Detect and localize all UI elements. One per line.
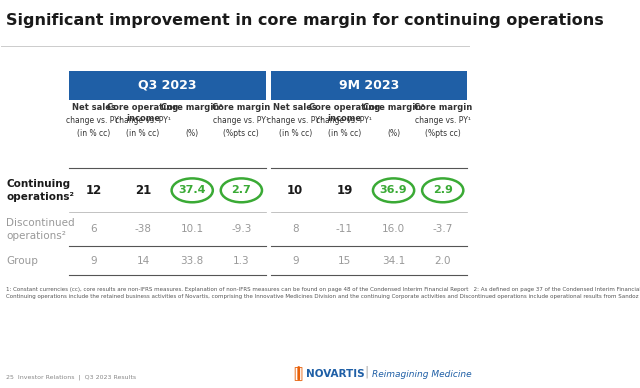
Text: -9.3: -9.3 (231, 224, 252, 234)
FancyBboxPatch shape (271, 71, 467, 100)
Text: 25  Investor Relations  |  Q3 2023 Results: 25 Investor Relations | Q3 2023 Results (6, 374, 136, 380)
Text: Net sales: Net sales (273, 103, 317, 112)
Text: 37.4: 37.4 (179, 185, 206, 195)
Text: (%pts cc): (%pts cc) (425, 129, 461, 138)
Text: (in % cc): (in % cc) (278, 129, 312, 138)
Text: Core margin: Core margin (212, 103, 271, 112)
Text: 1.3: 1.3 (233, 256, 250, 266)
Text: |: | (364, 366, 369, 379)
Text: Group: Group (6, 256, 38, 266)
Text: 2.0: 2.0 (435, 256, 451, 266)
Text: 10.1: 10.1 (180, 224, 204, 234)
Text: 2.9: 2.9 (433, 185, 452, 195)
Text: 8: 8 (292, 224, 298, 234)
Text: -3.7: -3.7 (433, 224, 453, 234)
Text: 12: 12 (86, 184, 102, 197)
Text: change vs. PY¹: change vs. PY¹ (268, 116, 323, 125)
Text: (%): (%) (186, 129, 199, 138)
Text: (in % cc): (in % cc) (127, 129, 159, 138)
Text: 9: 9 (292, 256, 298, 266)
Text: 19: 19 (336, 184, 353, 197)
Text: Discontinued
operations²: Discontinued operations² (6, 218, 75, 241)
Text: Q3 2023: Q3 2023 (138, 79, 197, 92)
Text: NOVARTIS: NOVARTIS (306, 369, 364, 379)
Text: change vs. PY¹: change vs. PY¹ (213, 116, 269, 125)
Text: 9M 2023: 9M 2023 (339, 79, 399, 92)
Text: (%pts cc): (%pts cc) (223, 129, 259, 138)
Text: Core margin¹: Core margin¹ (363, 103, 424, 112)
Text: Significant improvement in core margin for continuing operations: Significant improvement in core margin f… (6, 13, 604, 28)
Text: Core margin: Core margin (413, 103, 472, 112)
Text: (in % cc): (in % cc) (328, 129, 361, 138)
Text: 𝒇: 𝒇 (292, 366, 302, 381)
Text: (in % cc): (in % cc) (77, 129, 111, 138)
Text: Core margin¹: Core margin¹ (161, 103, 223, 112)
Text: change vs. PY¹: change vs. PY¹ (415, 116, 470, 125)
Text: 36.9: 36.9 (380, 185, 408, 195)
Text: (%): (%) (387, 129, 400, 138)
Text: 16.0: 16.0 (382, 224, 405, 234)
Text: -11: -11 (336, 224, 353, 234)
Text: 21: 21 (135, 184, 151, 197)
Text: 10: 10 (287, 184, 303, 197)
Text: 6: 6 (90, 224, 97, 234)
Text: Core operating
income: Core operating income (308, 103, 380, 123)
Text: 14: 14 (136, 256, 150, 266)
Text: 2.7: 2.7 (232, 185, 252, 195)
Text: Net sales: Net sales (72, 103, 116, 112)
Text: Core operating
income: Core operating income (108, 103, 179, 123)
Text: ⚬: ⚬ (294, 367, 304, 380)
Text: -38: -38 (134, 224, 152, 234)
Text: 15: 15 (338, 256, 351, 266)
Text: ف: ف (300, 381, 302, 382)
Text: 33.8: 33.8 (180, 256, 204, 266)
Text: change vs. PY¹: change vs. PY¹ (66, 116, 122, 125)
Text: Continuing
operations²: Continuing operations² (6, 179, 74, 202)
Text: change vs. PY¹: change vs. PY¹ (316, 116, 372, 125)
Text: 9: 9 (90, 256, 97, 266)
Text: change vs. PY¹: change vs. PY¹ (115, 116, 171, 125)
Text: Reimagining Medicine: Reimagining Medicine (372, 370, 472, 379)
FancyBboxPatch shape (69, 71, 266, 100)
Text: 1: Constant currencies (cc), core results are non-IFRS measures. Explanation of : 1: Constant currencies (cc), core result… (6, 287, 640, 299)
Text: 34.1: 34.1 (382, 256, 405, 266)
